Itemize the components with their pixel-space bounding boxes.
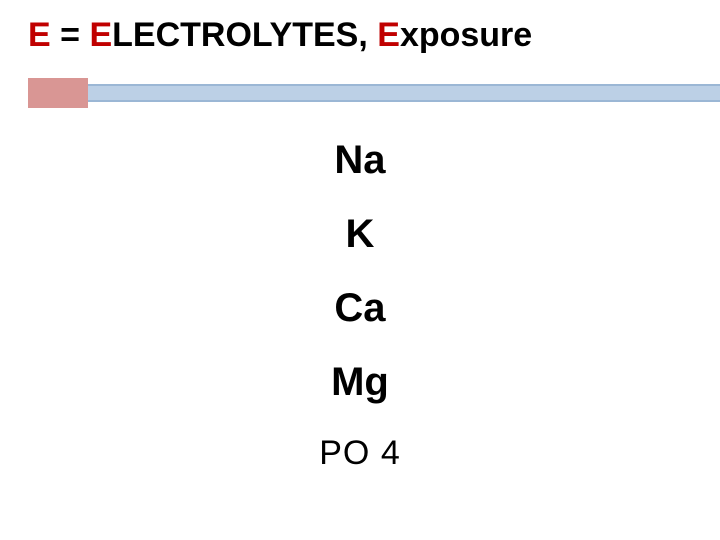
title-segment-5: E <box>377 16 400 54</box>
title-segment-3: E <box>89 16 112 54</box>
list-item: PO 4 <box>0 436 720 470</box>
slide-title: E = ELECTROLYTES, Exposure <box>28 16 692 55</box>
title-segment-6: xposure <box>400 16 532 54</box>
title-segment-4: LECTROLYTES, <box>112 16 377 54</box>
divider-accent-block <box>28 78 88 108</box>
title-segment-1: E <box>28 16 51 54</box>
list-item: Ca <box>0 288 720 328</box>
slide-title-container: E = ELECTROLYTES, Exposure <box>28 16 692 55</box>
list-item: K <box>0 214 720 254</box>
divider-line <box>88 84 720 102</box>
divider-bar <box>0 78 720 108</box>
electrolyte-list: Na K Ca Mg PO 4 <box>0 140 720 470</box>
list-item: Na <box>0 140 720 180</box>
title-segment-2: = <box>51 16 90 54</box>
list-item: Mg <box>0 362 720 402</box>
